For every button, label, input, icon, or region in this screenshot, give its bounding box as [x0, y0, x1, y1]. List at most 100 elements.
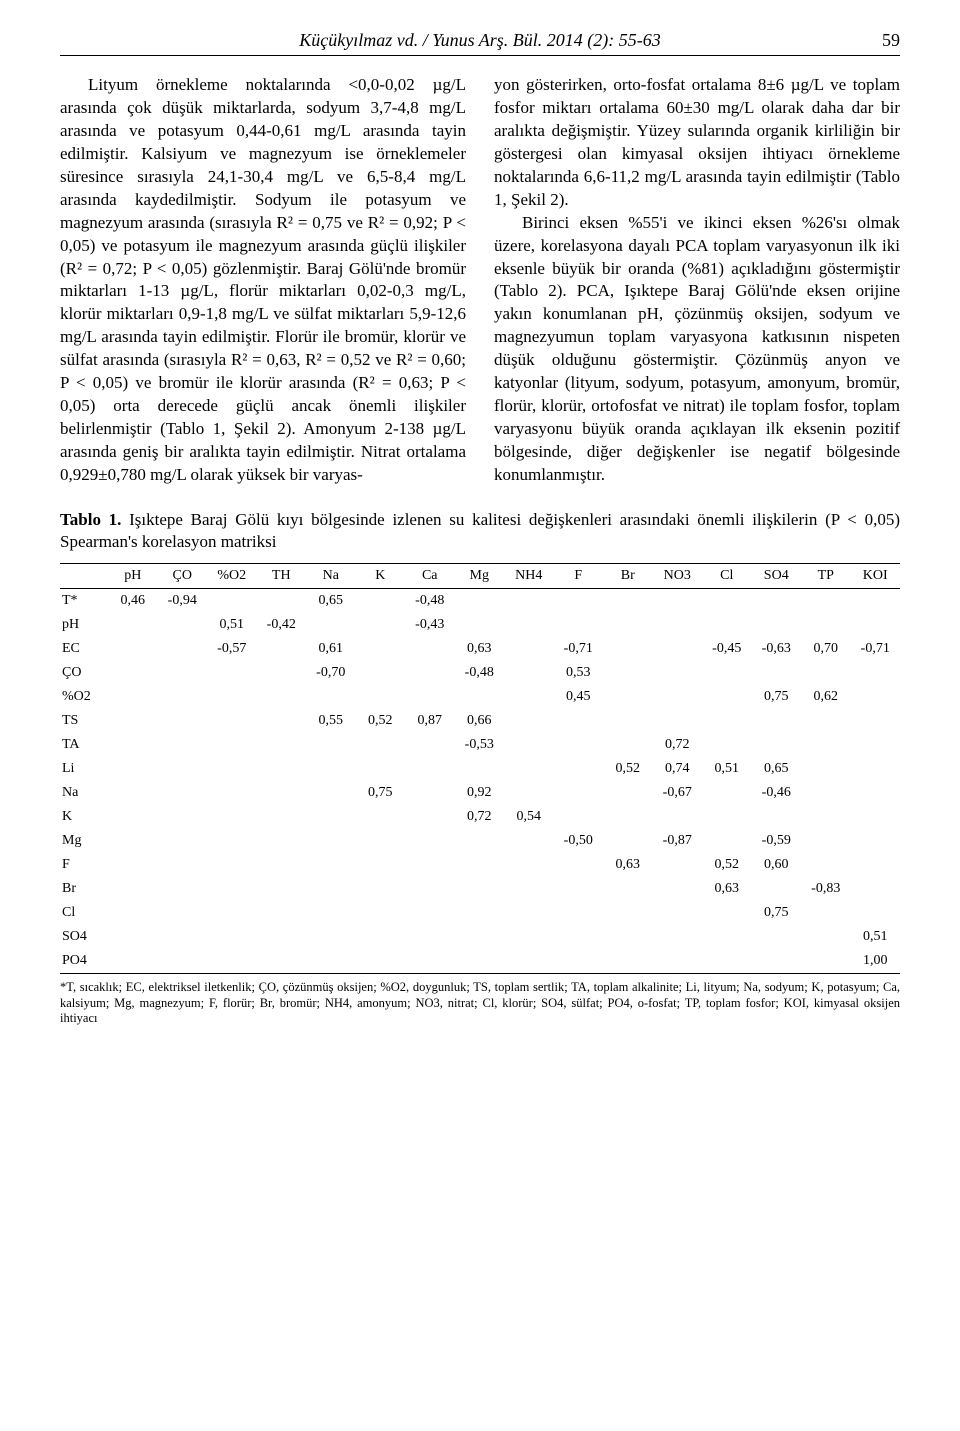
table-cell [702, 709, 752, 733]
table-cell [504, 925, 554, 949]
table-cell [702, 613, 752, 637]
table-cell [603, 589, 653, 614]
table-cell [108, 685, 158, 709]
table-row-header: Br [60, 877, 108, 901]
table-cell [108, 925, 158, 949]
table-cell [108, 637, 158, 661]
table-cell [306, 733, 356, 757]
table-cell: 0,66 [455, 709, 505, 733]
table-cell [257, 685, 307, 709]
table-cell [356, 877, 406, 901]
table-cell: 0,74 [653, 757, 703, 781]
right-paragraph-1: yon gösterirken, orto-fosfat ortalama 8±… [494, 74, 900, 212]
table-cell [356, 661, 406, 685]
correlation-table: pHÇO%O2THNaKCaMgNH4FBrNO3ClSO4TPKOI T*0,… [60, 563, 900, 974]
table-cell [851, 685, 901, 709]
table-cell: 0,72 [455, 805, 505, 829]
table-cell [207, 589, 257, 614]
table-cell: 0,63 [702, 877, 752, 901]
table-column-header: %O2 [207, 564, 257, 589]
table-cell [851, 589, 901, 614]
table-row: SO40,51 [60, 925, 900, 949]
table-cell [306, 853, 356, 877]
table-cell [455, 829, 505, 853]
table-cell [207, 925, 257, 949]
table-cell [851, 709, 901, 733]
table-cell [801, 709, 851, 733]
table-cell [554, 781, 604, 805]
table-cell [207, 901, 257, 925]
table-cell [851, 805, 901, 829]
table-cell [554, 925, 604, 949]
table-row-header: ÇO [60, 661, 108, 685]
table-cell: 0,70 [801, 637, 851, 661]
table-cell [257, 589, 307, 614]
table-cell [702, 949, 752, 974]
table-cell: -0,94 [158, 589, 208, 614]
table-cell [752, 733, 802, 757]
table-cell [207, 661, 257, 685]
table-cell [455, 925, 505, 949]
table-row: Mg-0,50-0,87-0,59 [60, 829, 900, 853]
table-cell [158, 613, 208, 637]
table-cell [158, 733, 208, 757]
table-cell [207, 685, 257, 709]
table-cell [207, 805, 257, 829]
table-cell [405, 877, 455, 901]
table-cell [653, 637, 703, 661]
table-cell [554, 901, 604, 925]
table-cell [603, 877, 653, 901]
table-cell [207, 853, 257, 877]
table-cell [405, 733, 455, 757]
table-cell [603, 901, 653, 925]
table-row: ÇO-0,70-0,480,53 [60, 661, 900, 685]
table-row: Br 0,63 -0,83 [60, 877, 900, 901]
table-cell: -0,46 [752, 781, 802, 805]
table-cell [752, 709, 802, 733]
table-column-header: NH4 [504, 564, 554, 589]
table-cell: -0,50 [554, 829, 604, 853]
table-cell [851, 757, 901, 781]
table-cell: 0,75 [752, 685, 802, 709]
table-cell [306, 613, 356, 637]
table-cell: 0,63 [603, 853, 653, 877]
table-cell [306, 757, 356, 781]
left-column: Lityum örnekleme noktalarında <0,0-0,02 … [60, 74, 466, 487]
table-cell [257, 733, 307, 757]
table-cell [603, 685, 653, 709]
table-cell [455, 949, 505, 974]
table-column-header: K [356, 564, 406, 589]
table-cell [851, 661, 901, 685]
table-row-header: F [60, 853, 108, 877]
table-cell [405, 637, 455, 661]
table-cell: -0,45 [702, 637, 752, 661]
table-cell [702, 805, 752, 829]
table-cell [108, 781, 158, 805]
table-cell [504, 757, 554, 781]
table-cell: 0,45 [554, 685, 604, 709]
table-cell [554, 613, 604, 637]
table-cell [504, 661, 554, 685]
table-cell [108, 661, 158, 685]
table-cell [653, 589, 703, 614]
table-row: Li0,520,740,510,65 [60, 757, 900, 781]
table-cell [257, 805, 307, 829]
table-column-header: Cl [702, 564, 752, 589]
table-cell [257, 781, 307, 805]
table-column-header: Mg [455, 564, 505, 589]
table-cell [504, 949, 554, 974]
table-column-header: TP [801, 564, 851, 589]
table-cell: 0,65 [752, 757, 802, 781]
table-cell [455, 589, 505, 614]
table-cell: 0,52 [702, 853, 752, 877]
table-cell: 0,65 [306, 589, 356, 614]
table-cell [356, 757, 406, 781]
table-cell [158, 709, 208, 733]
table-cell [603, 925, 653, 949]
table-cell [158, 925, 208, 949]
table-cell: -0,83 [801, 877, 851, 901]
table-cell [504, 781, 554, 805]
table-cell [801, 805, 851, 829]
table-cell [108, 805, 158, 829]
table-cell [702, 925, 752, 949]
